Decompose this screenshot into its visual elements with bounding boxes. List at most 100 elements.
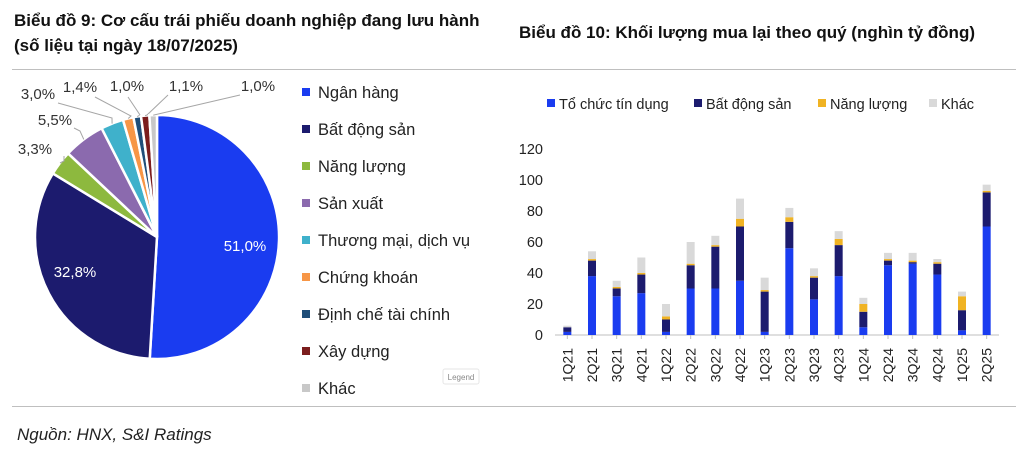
bar-segment-3Q24-3 [908, 260, 917, 263]
bar-segment-3Q21-2 [612, 288, 621, 297]
bar-segment-4Q21-2 [637, 274, 646, 294]
bar-segment-2Q24-1 [884, 265, 892, 335]
bar-segment-2Q24-3 [884, 259, 892, 261]
pie-legend-label-5: Thương mại, dịch vụ [318, 232, 470, 250]
bar-legend-label-1: Tổ chức tín dụng [559, 97, 669, 113]
x-tick-label-3Q21: 3Q21 [609, 348, 625, 382]
bar-segment-4Q24-4 [933, 259, 942, 263]
bar-segment-4Q22-4 [736, 198, 744, 219]
pie-legend-swatch-1 [302, 88, 310, 96]
x-tick-label-3Q22: 3Q22 [707, 348, 723, 382]
bar-segment-1Q22-3 [662, 316, 670, 320]
bar-legend: Tổ chức tín dụng Bất động sản Năng lượng Kh… [547, 97, 974, 113]
bar-segment-2Q23-1 [785, 248, 794, 335]
bar-chart-title: Biểu đồ 10: Khối lượng mua lại theo quý … [519, 23, 975, 42]
pie-data-label-3: 3,3% [18, 141, 52, 158]
bar-segment-4Q21-1 [637, 293, 646, 335]
y-tick-label-40: 40 [527, 266, 543, 282]
x-tick-label-2Q23: 2Q23 [781, 348, 797, 382]
pie-legend-label-3: Năng lượng [318, 158, 406, 176]
pie-leader-line-5 [57, 102, 113, 124]
x-tick-label-4Q22: 4Q22 [732, 348, 748, 382]
bar-segment-2Q21-2 [588, 260, 596, 277]
bar-segment-3Q22-4 [711, 235, 720, 246]
bar-segment-1Q22-1 [662, 331, 670, 335]
bar-segment-2Q21-4 [588, 251, 596, 260]
bar-legend-label-3: Năng lượng [830, 97, 907, 113]
y-tick-label-120: 120 [519, 142, 543, 158]
bar-segment-1Q21-1 [563, 331, 572, 335]
bar-segment-3Q23-4 [810, 268, 818, 277]
bar-segment-2Q21-3 [588, 259, 596, 261]
pie-legend: Ngân hàng Bất động sản Năng lượng Sản xuất T… [302, 84, 470, 398]
bar-segment-2Q23-3 [785, 217, 794, 222]
pie-leader-line-9 [153, 94, 241, 116]
bar-chart: 0 20 40 60 80 100 120 1Q21 2Q21 3Q21 4Q21 1Q22 2Q22 3… [519, 142, 999, 382]
x-tick-label-4Q21: 4Q21 [633, 348, 649, 382]
x-tick-label-3Q23: 3Q23 [806, 348, 822, 382]
y-tick-label-60: 60 [527, 235, 543, 251]
pie-legend-swatch-4 [302, 199, 310, 207]
bar-segment-3Q24-1 [908, 263, 917, 335]
x-tick-label-1Q25: 1Q25 [954, 348, 970, 382]
bar-segment-4Q23-2 [834, 245, 843, 277]
pie-data-label-9: 1,0% [241, 78, 275, 95]
pie-legend-swatch-7 [302, 310, 310, 318]
bar-segment-1Q22-4 [662, 304, 670, 317]
bar-segment-3Q21-3 [612, 286, 621, 289]
bar-segment-3Q23-2 [810, 277, 818, 300]
bar-segment-1Q21-4 [563, 325, 572, 328]
pie-legend-swatch-9 [302, 384, 310, 392]
x-tick-label-2Q25: 2Q25 [979, 348, 995, 382]
x-tick-label-4Q23: 4Q23 [831, 348, 847, 382]
pie-legend-swatch-2 [302, 125, 310, 133]
bar-segment-3Q23-3 [810, 276, 818, 278]
top-divider [12, 69, 1016, 70]
bar-segment-1Q23-1 [760, 331, 769, 335]
pie-data-label-7: 1,0% [110, 78, 144, 95]
pie-data-label-8: 1,1% [169, 78, 203, 95]
bar-segment-2Q24-2 [884, 260, 892, 266]
x-tick-label-2Q24: 2Q24 [880, 348, 896, 382]
bar-segment-2Q22-1 [686, 288, 695, 335]
x-tick-label-3Q24: 3Q24 [905, 348, 921, 382]
bar-segment-2Q22-2 [686, 265, 695, 289]
pie-data-label-2: 32,8% [54, 264, 97, 281]
bar-legend-label-4: Khác [941, 97, 974, 113]
x-tick-label-1Q23: 1Q23 [757, 348, 773, 382]
pie-data-label-4: 5,5% [38, 112, 72, 129]
bar-segment-3Q21-1 [612, 296, 621, 335]
pie-leader-line-8 [144, 94, 169, 117]
bar-segment-1Q24-2 [859, 311, 868, 328]
bar-segment-4Q23-1 [834, 276, 843, 335]
pie-leader-line-3 [59, 156, 65, 164]
bar-segment-3Q24-2 [908, 262, 917, 264]
pie-legend-label-4: Sản xuất [318, 195, 384, 213]
bar-legend-swatch-1 [547, 99, 555, 107]
y-tick-label-100: 100 [519, 173, 543, 189]
pie-slice-1 [148, 113, 281, 361]
bar-segment-1Q24-4 [859, 297, 868, 304]
bar-segment-2Q25-2 [982, 192, 991, 227]
bar-segment-2Q21-1 [588, 276, 596, 335]
bar-segment-4Q22-3 [736, 218, 744, 227]
pie-leader-line-6 [94, 96, 132, 119]
bar-legend-swatch-3 [818, 99, 826, 107]
bar-segment-2Q23-4 [785, 207, 794, 218]
pie-legend-label-2: Bất động sản [318, 121, 415, 139]
legend-watermark-text: Legend [448, 373, 475, 382]
pie-legend-label-1: Ngân hàng [318, 84, 399, 102]
pie-legend-label-8: Xây dựng [318, 343, 390, 361]
y-tick-label-0: 0 [535, 328, 543, 344]
bar-segment-4Q23-4 [834, 231, 843, 239]
bar-segment-1Q23-3 [760, 290, 769, 292]
bar-segment-2Q23-2 [785, 221, 794, 249]
pie-leader-line-7 [127, 96, 141, 118]
x-tick-label-2Q22: 2Q22 [683, 348, 699, 382]
bar-segment-2Q24-4 [884, 252, 892, 260]
bar-segment-4Q24-3 [933, 262, 942, 264]
bar-segment-4Q24-1 [933, 274, 942, 335]
pie-legend-swatch-3 [302, 162, 310, 170]
pie-legend-swatch-6 [302, 273, 310, 281]
